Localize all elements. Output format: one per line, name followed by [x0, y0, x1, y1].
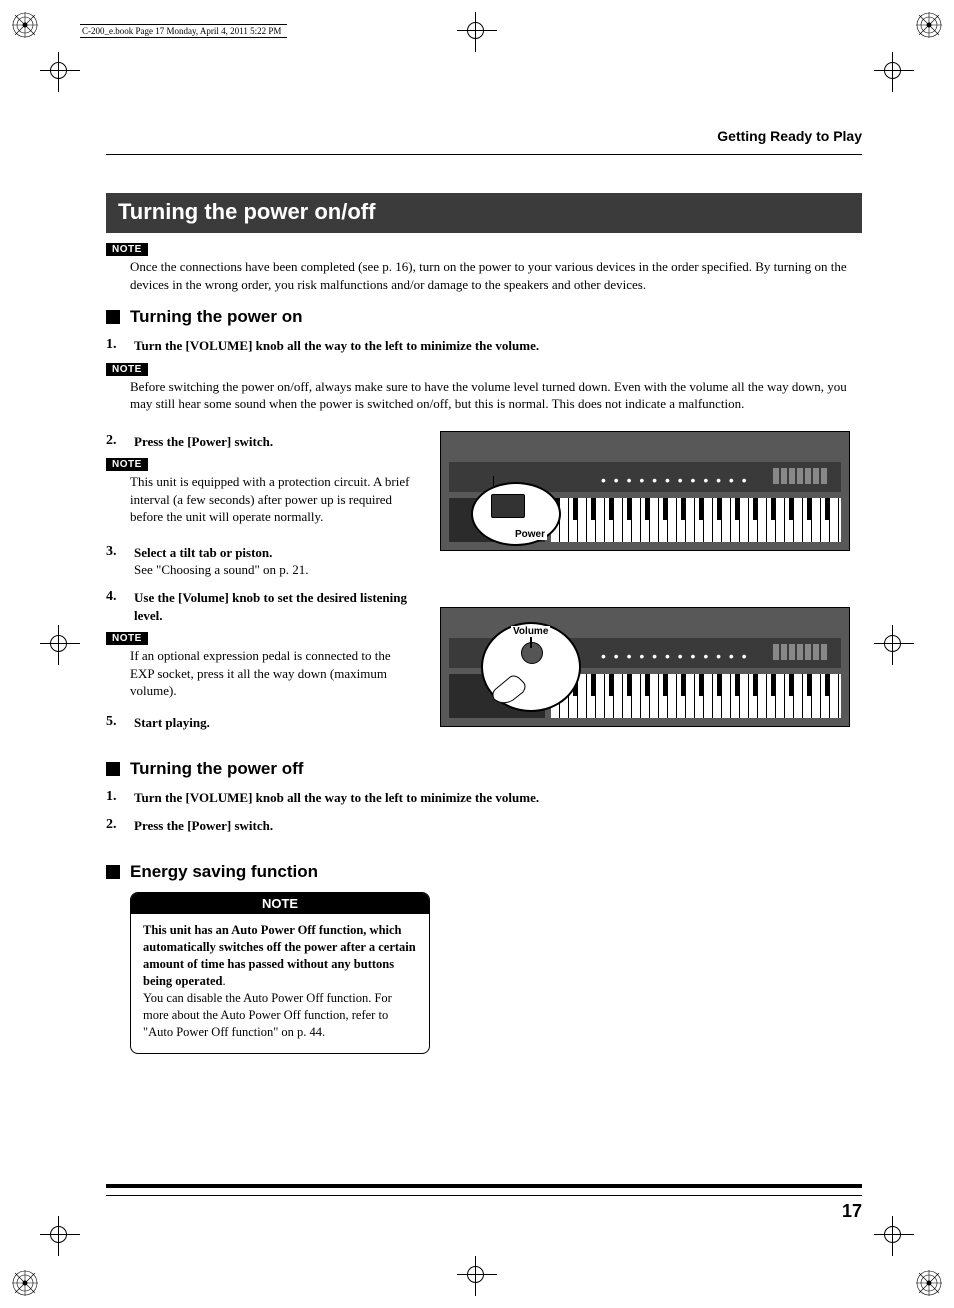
step-number: 2. [106, 817, 124, 835]
step-body-text: See "Choosing a sound" on p. 21. [134, 561, 309, 579]
intro-note: Once the connections have been completed… [130, 258, 862, 293]
note-tag: NOTE [106, 458, 148, 471]
note-box-body: This unit has an Auto Power Off function… [131, 914, 429, 1052]
step-note: If an optional expression pedal is conne… [130, 647, 416, 700]
step-title: Start playing. [134, 715, 210, 730]
crosshair-icon [874, 52, 914, 92]
step-title: Turn the [VOLUME] knob all the way to th… [134, 338, 539, 353]
step-5: 5. Start playing. [106, 714, 416, 732]
subheading-label: Turning the power on [130, 307, 303, 327]
two-column: 2. Press the [Power] switch. NOTE This u… [106, 427, 862, 736]
step-note: Before switching the power on/off, alway… [130, 378, 862, 413]
step-3: 3. Select a tilt tab or piston. See "Cho… [106, 544, 416, 579]
off-step-1: 1. Turn the [VOLUME] knob all the way to… [106, 789, 862, 807]
crosshair-icon [874, 1216, 914, 1256]
crosshair-icon [40, 625, 80, 665]
step-number: 5. [106, 714, 124, 732]
note-tag: NOTE [106, 632, 148, 645]
step-title: Press the [Power] switch. [134, 818, 273, 833]
page-number: 17 [842, 1201, 862, 1222]
panel-dots: • • • • • • • • • • • • [601, 472, 749, 488]
off-step-2: 2. Press the [Power] switch. [106, 817, 862, 835]
footer-rule-thin [106, 1195, 862, 1196]
step-number: 2. [106, 433, 124, 451]
footer-rule-thick [106, 1184, 862, 1188]
reg-mark-icon [12, 12, 38, 38]
step-title: Turn the [VOLUME] knob all the way to th… [134, 790, 539, 805]
callout-label: Power [513, 529, 547, 540]
keyboard-figure-power: • • • • • • • • • • • • Power [440, 431, 850, 551]
page: C-200_e.book Page 17 Monday, April 4, 20… [0, 0, 954, 1308]
crosshair-icon [874, 625, 914, 665]
reg-mark-icon [12, 1270, 38, 1296]
top-rule [106, 154, 862, 155]
step-2: 2. Press the [Power] switch. [106, 433, 416, 451]
subheading-on: Turning the power on [106, 307, 862, 327]
book-header: C-200_e.book Page 17 Monday, April 4, 20… [80, 24, 287, 38]
step-number: 3. [106, 544, 124, 579]
crosshair-icon [457, 12, 497, 52]
square-bullet-icon [106, 310, 120, 324]
callout-volume: Volume [481, 622, 581, 712]
section-title: Turning the power on/off [106, 193, 862, 233]
reg-mark-icon [916, 1270, 942, 1296]
note-box-bold: This unit has an Auto Power Off function… [143, 923, 416, 988]
step-number: 4. [106, 589, 124, 624]
step-title: Press the [Power] switch. [134, 434, 273, 449]
crosshair-icon [457, 1256, 497, 1296]
note-box-head: NOTE [131, 893, 429, 914]
step-number: 1. [106, 789, 124, 807]
reg-mark-icon [916, 12, 942, 38]
note-tag: NOTE [106, 243, 148, 256]
step-number: 1. [106, 337, 124, 355]
step-1: 1. Turn the [VOLUME] knob all the way to… [106, 337, 862, 355]
left-column: 2. Press the [Power] switch. NOTE This u… [106, 427, 416, 736]
running-head: Getting Ready to Play [106, 128, 862, 144]
square-bullet-icon [106, 762, 120, 776]
crosshair-icon [40, 52, 80, 92]
callout-power: Power [471, 482, 561, 546]
crosshair-icon [40, 1216, 80, 1256]
subheading-label: Turning the power off [130, 759, 303, 779]
note-tag: NOTE [106, 363, 148, 376]
right-column: • • • • • • • • • • • • Power • • • • • [440, 427, 862, 727]
step-title: Use the [Volume] knob to set the desired… [134, 590, 407, 623]
step-4: 4. Use the [Volume] knob to set the desi… [106, 589, 416, 624]
note-box: NOTE This unit has an Auto Power Off fun… [130, 892, 430, 1053]
panel-dots: • • • • • • • • • • • • [601, 648, 749, 664]
subheading-energy: Energy saving function [106, 862, 862, 882]
subheading-label: Energy saving function [130, 862, 318, 882]
hand-icon [489, 664, 539, 704]
content-area: Getting Ready to Play Turning the power … [106, 128, 862, 1054]
step-note: This unit is equipped with a protection … [130, 473, 416, 526]
keyboard-figure-volume: • • • • • • • • • • • • Volume [440, 607, 850, 727]
square-bullet-icon [106, 865, 120, 879]
step-title: Select a tilt tab or piston. [134, 544, 309, 562]
subheading-off: Turning the power off [106, 759, 862, 779]
callout-label: Volume [511, 626, 550, 637]
